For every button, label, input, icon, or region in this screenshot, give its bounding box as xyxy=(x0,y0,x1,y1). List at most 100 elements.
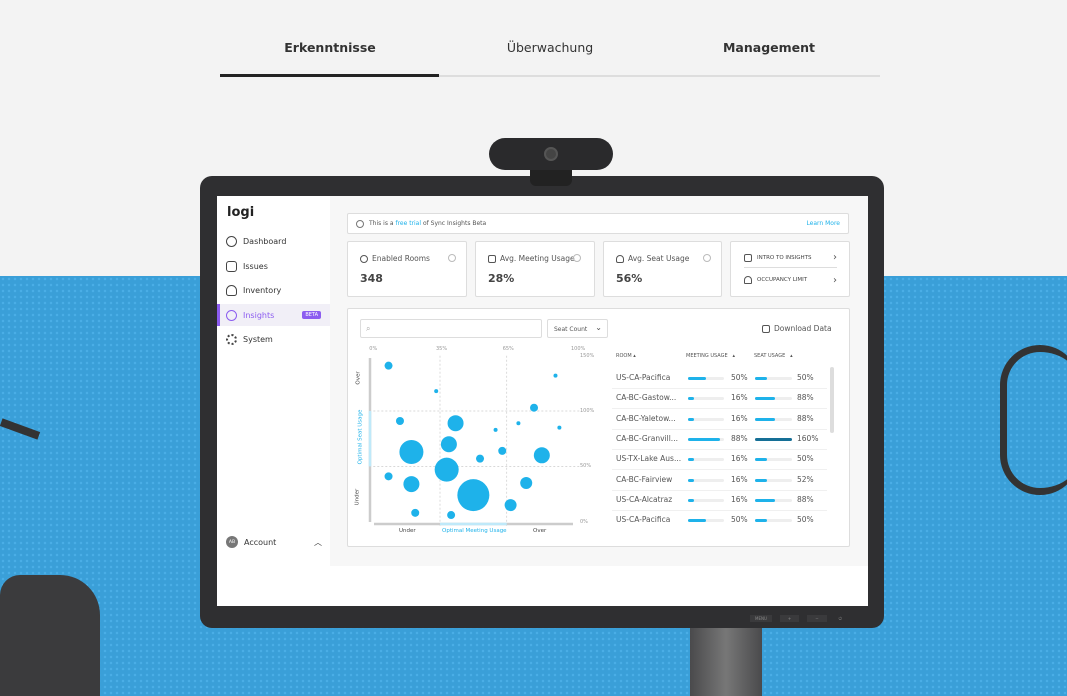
avatar: AB xyxy=(226,536,238,548)
search-input[interactable]: ⌕ xyxy=(360,319,542,338)
tab-erkenntnisse[interactable]: Erkenntnisse xyxy=(284,40,376,55)
card-avg-seat-usage: Avg. Seat Usage 56% xyxy=(603,241,722,297)
tab-ueberwachung[interactable]: Überwachung xyxy=(506,40,594,55)
seat-usage-bar xyxy=(755,519,792,523)
lightbulb-icon xyxy=(226,309,237,321)
seat-count-select[interactable]: Seat Count ⌄ xyxy=(547,319,608,338)
y-zone-label-over: Over xyxy=(355,371,362,385)
meeting-usage-value: 16% xyxy=(731,393,748,403)
bubble-point xyxy=(434,389,439,394)
info-icon xyxy=(356,220,364,228)
table-scrollbar[interactable] xyxy=(830,367,834,433)
sidebar-item-dashboard[interactable]: Dashboard xyxy=(217,230,330,252)
sidebar-item-inventory[interactable]: Inventory xyxy=(217,279,330,301)
bubble-point xyxy=(553,373,558,378)
seat-usage-bar xyxy=(755,458,792,462)
beta-badge: BETA xyxy=(302,311,321,319)
intro-to-insights-link[interactable]: INTRO TO INSIGHTS › xyxy=(744,248,837,268)
card-value: 56% xyxy=(616,272,643,285)
monitor-menu-button[interactable]: MENU xyxy=(750,615,772,622)
meeting-usage-value: 50% xyxy=(731,373,748,382)
room-name: US-CA-Pacifica xyxy=(616,515,671,525)
column-header-room[interactable]: ROOM ▴ xyxy=(616,353,636,359)
sidebar-item-insights[interactable]: Insights BETA xyxy=(217,304,330,326)
column-header-meeting-usage[interactable]: MEETING USAGE ▴ xyxy=(686,353,735,359)
x-tick-label: 65% xyxy=(502,346,514,352)
seat-usage-bar xyxy=(755,397,792,401)
seat-usage-value: 50% xyxy=(797,454,814,464)
room-name: US-TX-Lake Aus... xyxy=(616,454,682,464)
learn-more-link[interactable]: Learn More xyxy=(806,220,840,227)
account-menu[interactable]: AB Account ︿ xyxy=(217,531,330,553)
chevron-down-icon: ⌄ xyxy=(595,323,602,332)
bubble-point xyxy=(476,454,485,463)
sidebar-item-label: Dashboard xyxy=(243,236,287,246)
bubble-point xyxy=(530,403,539,412)
tab-management[interactable]: Management xyxy=(722,40,816,55)
card-avg-meeting-usage: Avg. Meeting Usage 28% xyxy=(475,241,595,297)
info-icon[interactable] xyxy=(573,254,581,262)
camera-mount xyxy=(530,168,572,186)
y-tick-label: 50% xyxy=(580,463,592,470)
sidebar-item-label: Issues xyxy=(243,261,268,271)
camera-lens-icon xyxy=(544,147,558,161)
bubble-point xyxy=(434,457,459,482)
meeting-usage-bar xyxy=(688,478,724,482)
seat-icon xyxy=(616,254,624,263)
chevron-right-icon: › xyxy=(833,252,837,263)
room-name: CA-BC-Granvill... xyxy=(616,433,678,443)
bubble-point xyxy=(498,446,507,455)
active-tab-indicator xyxy=(220,74,439,77)
info-icon[interactable] xyxy=(448,254,456,262)
occupancy-limit-link[interactable]: OCCUPANCY LIMIT › xyxy=(744,270,837,290)
column-header-seat-usage[interactable]: SEAT USAGE ▴ xyxy=(754,353,793,359)
monitor-minus-button[interactable]: − xyxy=(807,615,827,622)
logi-logo: logi xyxy=(227,205,255,220)
sidebar-item-label: System xyxy=(243,334,273,344)
bubble-point xyxy=(557,425,562,430)
x-tick-label: 35% xyxy=(436,346,448,352)
download-data-button[interactable]: Download Data xyxy=(762,324,832,333)
bubble-point xyxy=(411,508,420,517)
calendar-icon xyxy=(488,254,496,263)
meeting-usage-bar xyxy=(688,498,724,502)
chevron-right-icon: › xyxy=(833,274,837,286)
bubble-point xyxy=(447,511,456,520)
cloud-icon xyxy=(226,284,237,296)
video-icon xyxy=(744,253,752,262)
meeting-usage-bar xyxy=(688,417,724,421)
sidebar xyxy=(217,196,330,566)
bubble-point xyxy=(457,479,490,512)
seat-usage-bar xyxy=(755,478,792,482)
monitor-plus-button[interactable]: + xyxy=(779,615,800,622)
room-name: CA-BC-Yaletow... xyxy=(616,413,676,423)
y-tick-label: 100% xyxy=(580,408,595,415)
seat-usage-value: 88% xyxy=(797,494,814,504)
bubble-point xyxy=(516,421,521,426)
bubble-point xyxy=(440,436,457,453)
info-icon[interactable] xyxy=(703,254,711,262)
x-axis-title: Optimal Meeting Usage xyxy=(442,528,507,534)
sidebar-item-label: Inventory xyxy=(243,285,282,295)
seat-usage-bar xyxy=(755,377,792,380)
card-value: 348 xyxy=(360,272,383,285)
meeting-usage-bar xyxy=(688,377,724,380)
seat-usage-value: 52% xyxy=(797,474,814,484)
free-trial-link[interactable]: free trial xyxy=(395,220,422,227)
meeting-usage-value: 88% xyxy=(731,433,748,443)
room-name: CA-BC-Fairview xyxy=(616,474,673,484)
seat-usage-bar xyxy=(755,417,792,421)
chevron-up-icon: ︿ xyxy=(314,537,322,547)
bubble-point xyxy=(399,439,424,464)
meeting-usage-value: 16% xyxy=(731,413,748,423)
sidebar-item-system[interactable]: System xyxy=(217,328,330,350)
bubble-point xyxy=(395,416,404,425)
y-zone-label-under: Under xyxy=(354,488,361,506)
sidebar-item-issues[interactable]: Issues xyxy=(217,255,330,277)
meeting-usage-bar xyxy=(688,397,724,401)
account-label: Account xyxy=(244,537,277,547)
monitor-power-button[interactable]: ⏻ xyxy=(838,616,842,621)
gear-icon xyxy=(226,333,237,345)
bell-icon xyxy=(744,276,752,284)
